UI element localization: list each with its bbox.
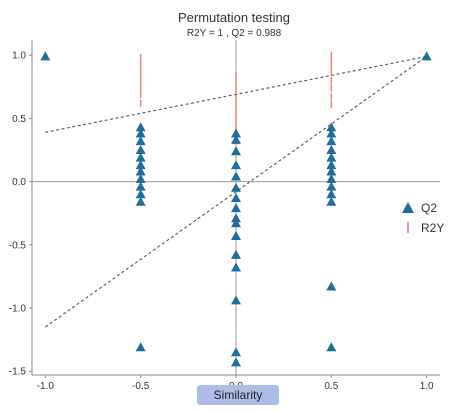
legend-q2-label: Q2	[421, 201, 437, 215]
axis-ticks: 1.00.50.0-0.5-1.0-1.5-1.0-0.50.00.51.0	[9, 51, 434, 392]
q2-point	[326, 281, 337, 291]
q2-point	[326, 174, 337, 184]
q2-point	[421, 51, 432, 61]
q2-point	[231, 249, 241, 259]
x-tick-label: -1.0	[37, 381, 55, 392]
q2-point	[135, 144, 146, 154]
q2-point	[231, 128, 241, 138]
legend: Q2 R2Y	[402, 201, 444, 235]
q2-point	[231, 218, 241, 228]
y-tick-label: -0.5	[9, 240, 27, 251]
chart-subtitle: R2Y = 1 , Q2 = 0.988	[187, 28, 282, 39]
q2-point	[326, 136, 337, 146]
q2-point	[135, 128, 146, 138]
q2-point	[231, 193, 241, 203]
q2-point	[326, 152, 337, 162]
y-tick-label: -1.0	[9, 304, 27, 315]
q2-point	[231, 262, 241, 272]
q2-point	[326, 128, 337, 138]
q2-point	[326, 189, 337, 199]
legend-r2y-label: R2Y	[421, 221, 444, 235]
q2-point	[231, 295, 241, 305]
q2-point	[135, 122, 146, 132]
q2-point	[326, 122, 337, 132]
x-tick-label: 1.0	[420, 381, 434, 392]
q2-point	[231, 134, 241, 144]
q2-point	[231, 160, 241, 170]
q2-point	[231, 182, 241, 192]
q2-point	[135, 160, 146, 170]
q2-point	[135, 174, 146, 184]
q2-point	[231, 146, 241, 156]
y-tick-label: 0.0	[12, 177, 26, 188]
q2-point	[326, 342, 337, 352]
q2-point	[231, 203, 241, 213]
x-axis-label: Similarity	[197, 385, 279, 405]
q2-point	[135, 136, 146, 146]
q2-point	[135, 196, 146, 206]
q2-point	[326, 196, 337, 206]
q2-point	[231, 347, 241, 357]
q2-point	[135, 342, 146, 352]
q2-point	[135, 152, 146, 162]
x-tick-label: 0.5	[324, 381, 338, 392]
legend-q2-triangle-icon	[402, 202, 414, 213]
r2y-series	[44, 51, 333, 139]
q2-point	[135, 189, 146, 199]
y-tick-label: 1.0	[12, 51, 26, 62]
q2-series	[40, 51, 432, 367]
q2-point	[326, 166, 337, 176]
q2-point	[40, 51, 51, 61]
q2-point	[231, 357, 241, 367]
y-tick-label: -1.5	[9, 367, 27, 378]
y-tick-label: 0.5	[12, 114, 26, 125]
chart-title: Permutation testing	[178, 10, 290, 25]
q2-point	[326, 160, 337, 170]
q2-point	[231, 171, 241, 181]
q2-point	[231, 230, 241, 240]
q2-point	[135, 181, 146, 191]
regression-dashed-line	[45, 55, 427, 133]
q2-point	[135, 166, 146, 176]
q2-point	[326, 181, 337, 191]
q2-point	[326, 144, 337, 154]
x-tick-label: -0.5	[132, 381, 150, 392]
q2-point	[231, 213, 241, 223]
